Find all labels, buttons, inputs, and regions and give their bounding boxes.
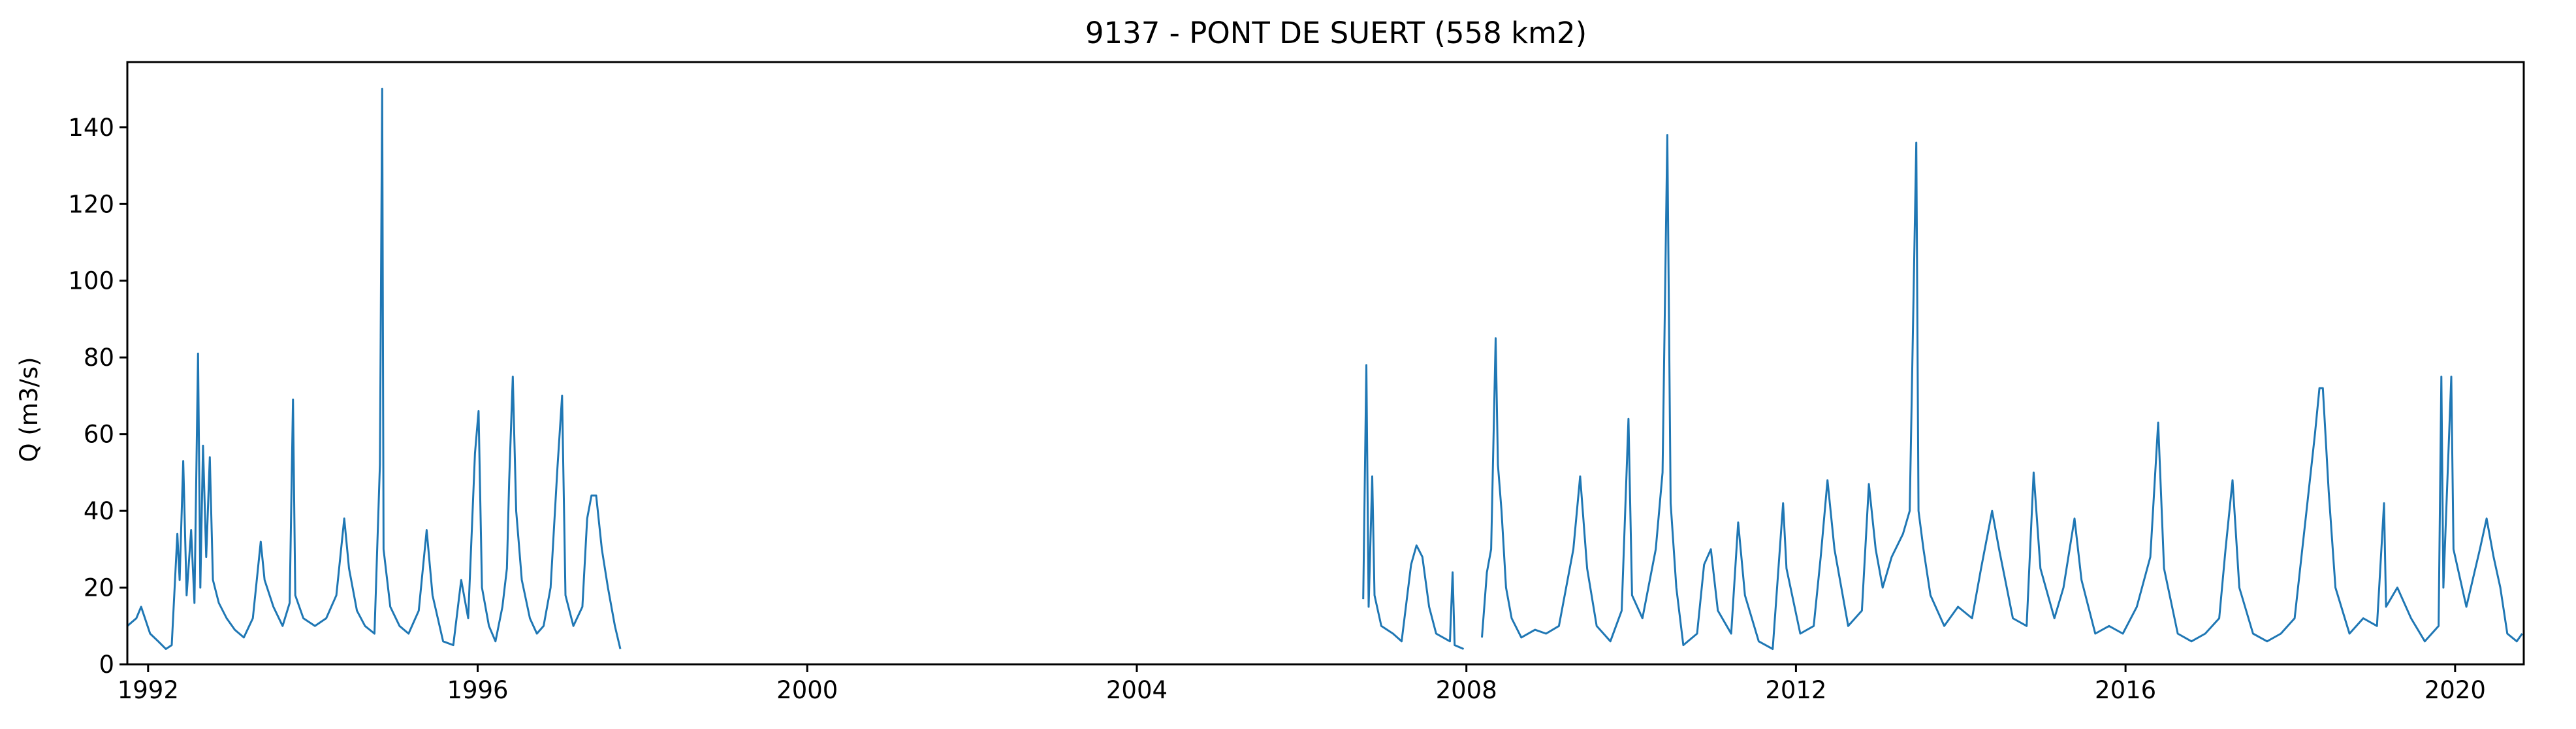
x-tick-label: 2016 xyxy=(2095,676,2156,704)
axes-frame xyxy=(126,61,2525,666)
y-axis-ticks: 0 20 40 60 80 100 120 140 xyxy=(68,114,127,679)
y-tick-label: 80 xyxy=(84,344,114,372)
y-tick-label: 100 xyxy=(68,267,114,295)
x-tick-label: 2000 xyxy=(776,676,838,704)
y-tick-label: 40 xyxy=(84,497,114,525)
x-axis-ticks: 1992 1996 2000 2004 2008 2012 2016 2020 xyxy=(118,664,2486,704)
y-tick-label: 120 xyxy=(68,190,114,218)
x-tick-label: 2008 xyxy=(1436,676,1497,704)
series-line-segment-1 xyxy=(127,88,622,650)
y-tick-label: 140 xyxy=(68,114,114,142)
x-tick-label: 2004 xyxy=(1106,676,1168,704)
chart-title: 9137 - PONT DE SUERT (558 km2) xyxy=(1085,16,1587,50)
series-line-segment-3 xyxy=(1481,134,2523,650)
x-tick-label: 1996 xyxy=(447,676,508,704)
y-tick-label: 20 xyxy=(84,574,114,602)
x-tick-label: 2020 xyxy=(2425,676,2486,704)
series-layer xyxy=(127,88,2523,650)
y-tick-label: 0 xyxy=(99,651,114,679)
plot-area xyxy=(126,61,2525,666)
x-tick-label: 1992 xyxy=(118,676,179,704)
series-line-segment-2 xyxy=(1362,364,1465,650)
y-tick-label: 60 xyxy=(84,421,114,449)
x-tick-label: 2012 xyxy=(1765,676,1826,704)
y-axis-label: Q (m3/s) xyxy=(15,357,43,462)
